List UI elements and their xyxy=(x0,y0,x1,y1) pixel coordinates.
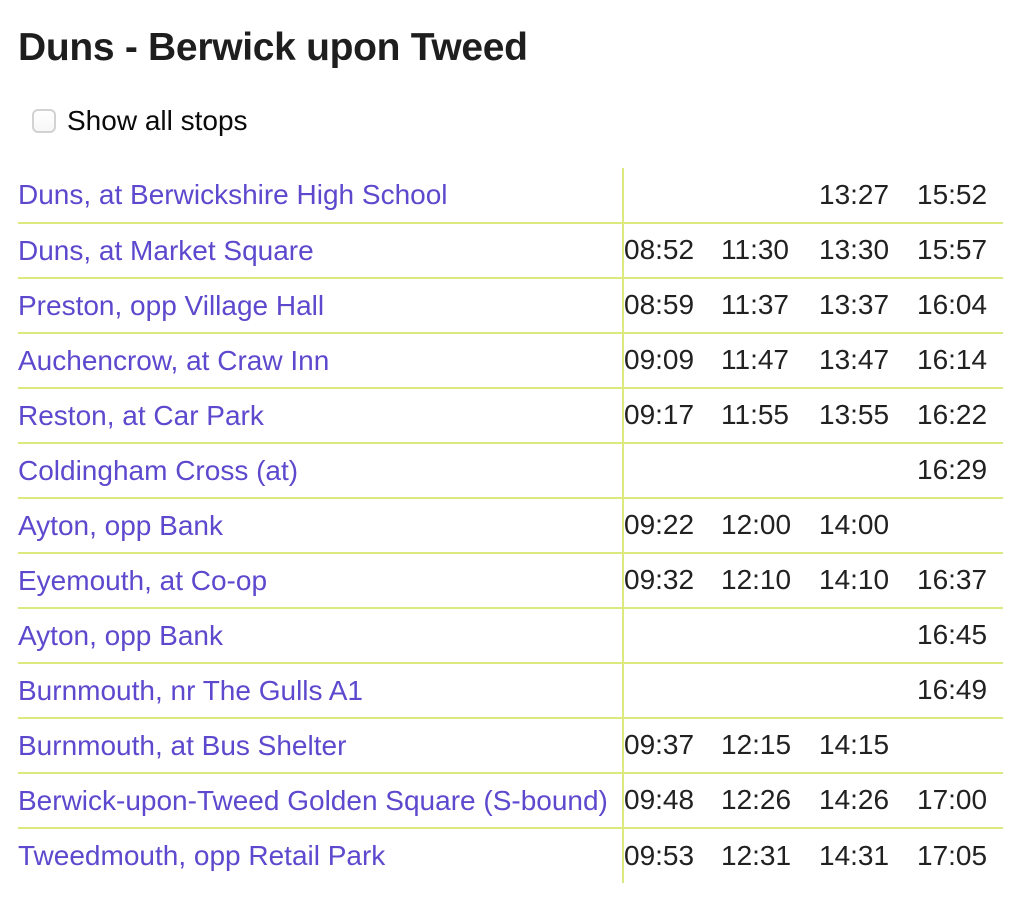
time-cell: 11:37 xyxy=(721,277,819,334)
time-cell: 16:04 xyxy=(917,277,1003,334)
stop-link[interactable]: Coldingham Cross (at) xyxy=(18,454,299,486)
time-cell: 16:22 xyxy=(917,387,1003,444)
time-cell: 13:55 xyxy=(819,387,917,444)
page-title: Duns - Berwick upon Tweed xyxy=(18,26,528,69)
time-cell: 12:31 xyxy=(721,839,792,871)
time-cell: 13:30 xyxy=(819,222,917,279)
time-cell: 11:55 xyxy=(721,387,819,444)
table-row: Ayton, opp Bank 09:22 12:00 14:00 xyxy=(18,497,1003,554)
time-cell: 16:45 xyxy=(917,607,1003,664)
table-row: Burnmouth, at Bus Shelter 09:37 12:15 14… xyxy=(18,717,1003,774)
time-cell: 09:09 xyxy=(623,332,721,389)
stop-link[interactable]: Preston, opp Village Hall xyxy=(18,289,325,321)
time-cell: 09:32 xyxy=(623,552,721,609)
time-cell: 09:53 xyxy=(624,839,695,871)
time-cell: 09:22 xyxy=(623,497,721,554)
table-row: Tweedmouth, opp Retail Park 09:53 12:31 … xyxy=(18,827,1003,883)
table-row: Eyemouth, at Co-op 09:32 12:10 14:10 16:… xyxy=(18,552,1003,609)
time-cell: 17:00 xyxy=(917,772,1003,829)
stop-link[interactable]: Duns, at Berwickshire High School xyxy=(18,179,448,211)
table-row: Burnmouth, nr The Gulls A1 16:49 xyxy=(18,662,1003,719)
show-all-stops-label[interactable]: Show all stops xyxy=(67,104,248,136)
table-row: Berwick-upon-Tweed Golden Square (S-boun… xyxy=(18,772,1003,829)
time-cell: 16:29 xyxy=(917,442,1003,499)
time-cell: 13:47 xyxy=(819,332,917,389)
table-row: Preston, opp Village Hall 08:59 11:37 13… xyxy=(18,277,1003,334)
time-cell: 09:48 xyxy=(623,772,721,829)
time-cell xyxy=(917,717,1003,774)
show-all-stops-row: Show all stops xyxy=(32,104,1023,136)
stop-link[interactable]: Ayton, opp Bank xyxy=(18,509,223,541)
time-cell: 12:10 xyxy=(721,552,819,609)
time-cell: 15:57 xyxy=(917,222,1003,279)
time-cell: 14:00 xyxy=(819,497,917,554)
time-cell xyxy=(917,497,1003,554)
time-cell xyxy=(721,442,819,499)
stop-link[interactable]: Eyemouth, at Co-op xyxy=(18,564,268,596)
table-row: Duns, at Berwickshire High School 13:27 … xyxy=(18,167,1003,224)
time-cell: 12:00 xyxy=(721,497,819,554)
stop-link[interactable]: Burnmouth, nr The Gulls A1 xyxy=(18,674,363,706)
time-cell: 14:15 xyxy=(819,717,917,774)
time-cell: 16:37 xyxy=(917,552,1003,609)
time-cell: 14:31 xyxy=(819,839,890,871)
table-row: Ayton, opp Bank 16:45 xyxy=(18,607,1003,664)
time-cell xyxy=(721,607,819,664)
stop-link[interactable]: Burnmouth, at Bus Shelter xyxy=(18,729,347,761)
time-cell xyxy=(819,662,917,719)
time-cell xyxy=(721,662,819,719)
table-row: Coldingham Cross (at) 16:29 xyxy=(18,442,1003,499)
time-cell: 14:26 xyxy=(819,772,917,829)
stop-link[interactable]: Ayton, opp Bank xyxy=(18,619,223,651)
time-cell xyxy=(623,662,721,719)
time-cell: 17:05 xyxy=(917,839,988,871)
timetable: Duns, at Berwickshire High School 13:27 … xyxy=(18,167,1003,883)
time-cell: 16:49 xyxy=(917,662,1003,719)
page-container: Duns - Berwick upon Tweed Show all stops… xyxy=(18,26,1023,883)
stop-link[interactable]: Tweedmouth, opp Retail Park xyxy=(18,840,386,872)
time-cell xyxy=(721,167,819,224)
time-cell: 11:30 xyxy=(721,222,819,279)
stop-link[interactable]: Reston, at Car Park xyxy=(18,399,264,431)
time-cell xyxy=(623,167,721,224)
time-cell: 08:59 xyxy=(623,277,721,334)
time-cell: 11:47 xyxy=(721,332,819,389)
time-cell xyxy=(819,607,917,664)
time-cell: 12:15 xyxy=(721,717,819,774)
time-cell xyxy=(819,442,917,499)
stop-link[interactable]: Duns, at Market Square xyxy=(18,234,314,266)
time-cell: 14:10 xyxy=(819,552,917,609)
time-cell: 09:37 xyxy=(623,717,721,774)
time-cell xyxy=(623,607,721,664)
table-row: Reston, at Car Park 09:17 11:55 13:55 16… xyxy=(18,387,1003,444)
time-cell: 08:52 xyxy=(623,222,721,279)
stop-link[interactable]: Berwick-upon-Tweed Golden Square (S-boun… xyxy=(18,784,608,816)
time-cell: 09:17 xyxy=(623,387,721,444)
table-row: Duns, at Market Square 08:52 11:30 13:30… xyxy=(18,222,1003,279)
time-cell: 13:37 xyxy=(819,277,917,334)
show-all-stops-checkbox[interactable] xyxy=(32,108,56,133)
time-cell: 16:14 xyxy=(917,332,1003,389)
stop-link[interactable]: Auchencrow, at Craw Inn xyxy=(18,344,330,376)
time-cell xyxy=(623,442,721,499)
time-cell: 13:27 xyxy=(819,167,917,224)
time-cell: 15:52 xyxy=(917,167,1003,224)
table-row: Auchencrow, at Craw Inn 09:09 11:47 13:4… xyxy=(18,332,1003,389)
time-cell: 12:26 xyxy=(721,772,819,829)
